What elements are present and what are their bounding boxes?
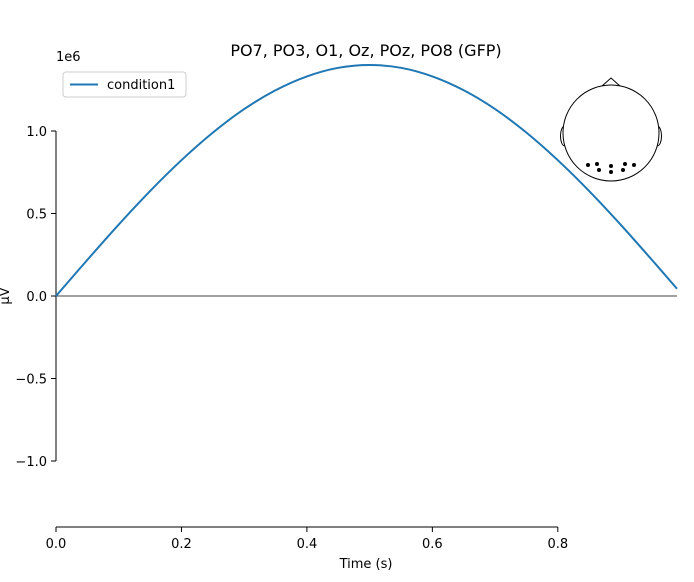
- head-outline-icon: [562, 84, 660, 182]
- y-tick-label: 0.0: [26, 290, 47, 305]
- sensor-dot: [586, 163, 590, 167]
- sensor-dot: [623, 162, 627, 166]
- x-axis-label: Time (s): [339, 557, 393, 572]
- x-tick-label: 0.2: [171, 537, 192, 552]
- y-axis-ticks: −1.0 −0.5 0.0 0.5 1.0: [15, 125, 56, 470]
- x-tick-label: 0.0: [46, 537, 67, 552]
- sensor-dot: [609, 164, 613, 168]
- sensor-head-inset: [560, 77, 662, 182]
- y-tick-label: 0.5: [26, 208, 47, 223]
- sensor-dot: [621, 168, 625, 172]
- y-axis-label: µV: [0, 287, 13, 304]
- legend: condition1: [62, 71, 187, 98]
- series-line-condition1: [55, 63, 678, 297]
- sensor-dot: [609, 170, 613, 174]
- y-tick-label: −0.5: [15, 373, 47, 388]
- y-tick-label: −1.0: [15, 455, 47, 470]
- sensor-dot: [595, 162, 599, 166]
- sensor-dot: [597, 168, 601, 172]
- x-tick-label: 0.4: [297, 537, 318, 552]
- y-axis-multiplier: 1e6: [56, 50, 81, 65]
- x-tick-label: 0.6: [422, 537, 443, 552]
- y-tick-label: 1.0: [26, 125, 47, 140]
- x-axis-ticks: 0.0 0.2 0.4 0.6 0.8: [46, 527, 568, 552]
- sensor-dot: [632, 163, 636, 167]
- legend-label-condition1: condition1: [107, 78, 175, 93]
- legend-box: [62, 71, 187, 98]
- x-tick-label: 0.8: [547, 537, 568, 552]
- series-layer: [55, 63, 678, 297]
- chart-title: PO7, PO3, O1, Oz, POz, PO8 (GFP): [230, 41, 501, 60]
